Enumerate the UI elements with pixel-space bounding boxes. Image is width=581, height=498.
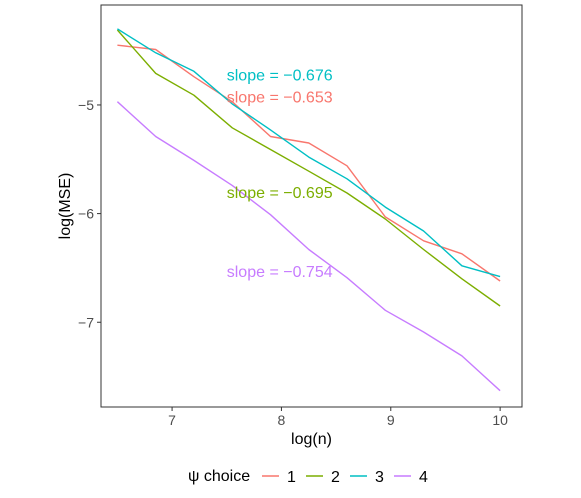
y-axis-title: log(MSE): [57, 173, 74, 240]
legend-label-3: 3: [375, 469, 384, 486]
x-tick-label: 7: [168, 412, 176, 428]
series-line-3: [117, 28, 501, 278]
series-line-2: [116, 29, 501, 307]
slope-annotation-1: slope = −0.653: [227, 89, 333, 106]
series-line-4: [116, 101, 501, 392]
legend-title: ψ choice: [188, 468, 250, 485]
y-axis: −5 −6 −7: [78, 97, 101, 330]
slope-annotation-3: slope = −0.676: [227, 68, 333, 85]
x-tick-label: 10: [492, 412, 508, 428]
slope-annotation-4: slope = −0.754: [227, 264, 333, 281]
y-tick-label: −5: [78, 97, 94, 113]
x-axis: 7 8 9 10: [168, 407, 508, 428]
y-tick-label: −6: [78, 206, 94, 222]
y-tick-label: −7: [78, 314, 94, 330]
legend-label-1: 1: [287, 469, 296, 486]
slope-annotation-2: slope = −0.695: [227, 185, 333, 202]
annotation-layer: slope = −0.676 slope = −0.653 slope = −0.6…: [227, 68, 333, 282]
series-layer: [116, 28, 501, 392]
legend-label-2: 2: [331, 469, 340, 486]
x-axis-title: log(n): [291, 431, 332, 448]
legend: ψ choice 1 2 3 4: [188, 468, 428, 486]
plot-panel: [100, 4, 523, 408]
x-tick-label: 9: [387, 412, 395, 428]
series-line-1: [117, 44, 501, 282]
legend-label-4: 4: [419, 469, 428, 486]
x-tick-label: 8: [278, 412, 286, 428]
